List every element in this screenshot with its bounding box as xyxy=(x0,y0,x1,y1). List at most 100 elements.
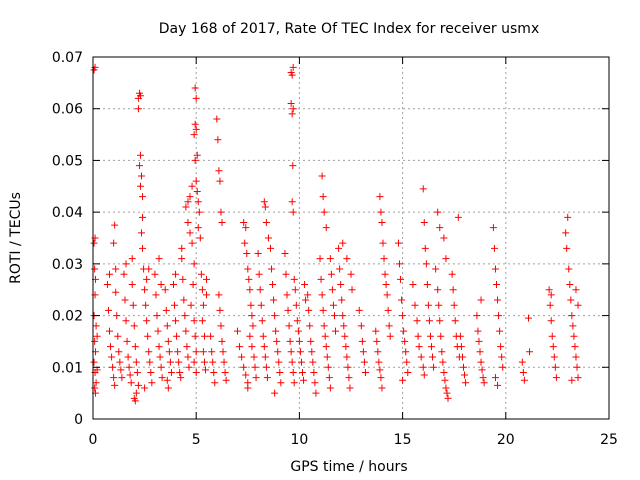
data-point xyxy=(442,384,450,392)
data-point xyxy=(209,358,217,366)
data-point xyxy=(271,389,279,397)
data-point xyxy=(260,198,268,206)
data-point xyxy=(421,244,429,252)
data-point xyxy=(490,244,498,252)
data-point xyxy=(207,332,215,340)
data-point xyxy=(111,381,119,389)
data-point xyxy=(296,348,304,356)
data-point xyxy=(301,281,309,289)
data-point xyxy=(411,301,419,309)
data-point xyxy=(139,193,147,201)
data-point xyxy=(567,296,575,304)
data-point xyxy=(270,296,278,304)
data-point xyxy=(568,376,576,384)
data-point xyxy=(189,281,197,289)
data-point xyxy=(382,281,390,289)
data-point xyxy=(379,239,387,247)
data-point xyxy=(432,265,440,273)
data-point xyxy=(378,384,386,392)
data-point xyxy=(375,358,383,366)
data-point xyxy=(448,270,456,278)
data-point xyxy=(244,265,252,273)
data-point xyxy=(572,286,580,294)
data-point xyxy=(91,265,99,273)
data-point xyxy=(318,291,326,299)
data-point xyxy=(306,322,314,330)
data-point xyxy=(495,312,503,320)
data-point xyxy=(430,363,438,371)
data-point xyxy=(141,286,149,294)
data-point xyxy=(215,167,223,175)
data-point xyxy=(216,306,224,314)
data-point xyxy=(276,368,284,376)
data-point xyxy=(377,374,385,382)
data-point xyxy=(383,291,391,299)
data-point xyxy=(92,322,100,330)
data-point xyxy=(199,348,207,356)
y-tick-label: 0.06 xyxy=(52,102,83,118)
x-tick-label: 0 xyxy=(89,432,98,448)
y-tick-label: 0.04 xyxy=(52,205,83,221)
data-point xyxy=(268,265,276,273)
data-point xyxy=(330,312,338,320)
data-point xyxy=(479,374,487,382)
data-point xyxy=(247,301,255,309)
data-point xyxy=(92,379,100,387)
data-point xyxy=(494,296,502,304)
data-point xyxy=(563,244,571,252)
data-point xyxy=(147,368,155,376)
data-point xyxy=(261,353,269,361)
data-point xyxy=(192,348,200,356)
data-point xyxy=(400,327,408,335)
data-point xyxy=(297,358,305,366)
data-point xyxy=(122,260,130,268)
y-tick-label: 0.05 xyxy=(52,153,83,169)
data-point xyxy=(477,358,485,366)
data-point xyxy=(434,286,442,294)
data-point xyxy=(135,162,143,170)
data-point xyxy=(240,363,248,371)
data-point xyxy=(361,368,369,376)
data-point xyxy=(261,203,269,211)
data-point xyxy=(525,314,533,322)
y-tick-label: 0.01 xyxy=(52,360,83,376)
data-point xyxy=(478,366,486,374)
data-point xyxy=(381,270,389,278)
grid-lines xyxy=(93,57,609,419)
data-point xyxy=(157,363,165,371)
data-point xyxy=(419,363,427,371)
data-point xyxy=(397,275,405,283)
data-point xyxy=(420,218,428,226)
data-point xyxy=(491,265,499,273)
data-point xyxy=(272,327,280,335)
data-point xyxy=(164,337,172,345)
data-point xyxy=(404,368,412,376)
data-point xyxy=(187,301,195,309)
data-point xyxy=(437,332,445,340)
data-point xyxy=(571,343,579,351)
data-point xyxy=(289,63,297,71)
data-point xyxy=(436,317,444,325)
data-point xyxy=(215,291,223,299)
data-point xyxy=(124,353,132,361)
data-point xyxy=(548,332,556,340)
data-point xyxy=(572,353,580,361)
data-point xyxy=(384,306,392,314)
x-tick-label: 10 xyxy=(290,432,308,448)
data-point xyxy=(138,229,146,237)
data-point xyxy=(218,337,226,345)
data-point xyxy=(320,322,328,330)
data-point xyxy=(520,376,528,384)
data-point xyxy=(153,312,161,320)
data-point xyxy=(458,353,466,361)
data-point xyxy=(309,358,317,366)
data-point xyxy=(547,291,555,299)
data-point xyxy=(167,368,175,376)
data-point xyxy=(181,312,189,320)
data-point xyxy=(376,366,384,374)
data-point xyxy=(185,363,193,371)
data-point xyxy=(106,327,114,335)
data-point xyxy=(440,234,448,242)
data-point xyxy=(435,301,443,309)
